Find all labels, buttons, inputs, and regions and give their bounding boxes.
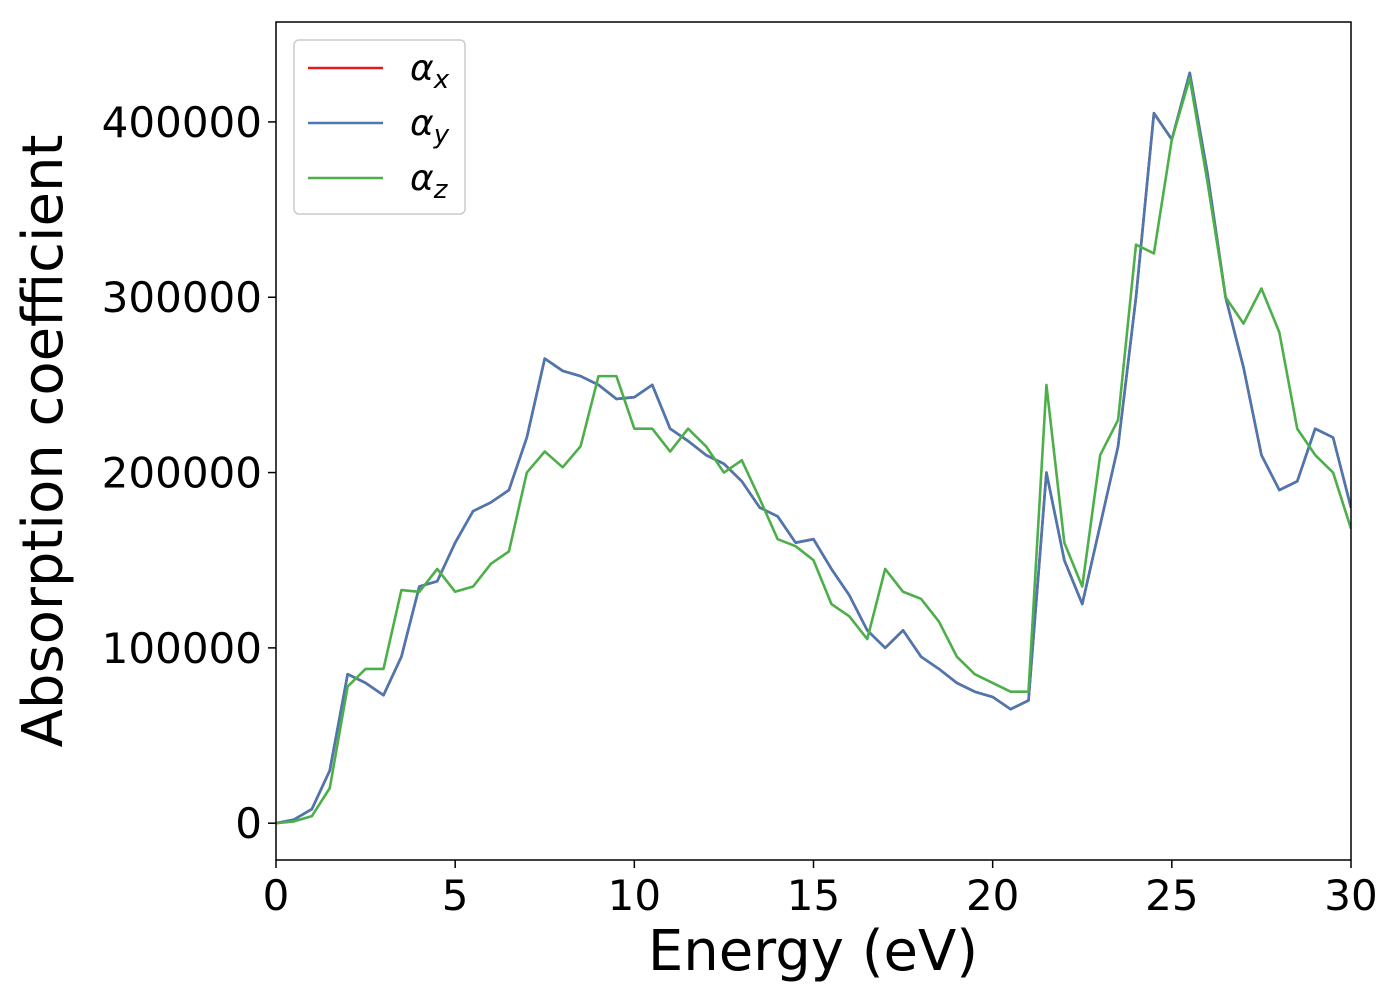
plot-frame [275,21,1352,861]
legend-frame [293,39,466,215]
legend-label: αy [410,103,450,150]
x-tick-label: 25 [1145,871,1198,920]
x-tick-label: 10 [608,871,661,920]
x-axis-label: Energy (eV) [648,919,978,984]
legend-label: αx [410,48,450,95]
series-line [276,76,1351,825]
y-tick-label: 300000 [102,273,262,322]
x-tick-label: 0 [263,871,290,920]
y-tick-label: 0 [235,799,262,848]
legend: αx αy αz [293,39,466,215]
x-tick-label: 20 [966,871,1019,920]
x-tick-label: 5 [442,871,469,920]
plot [276,71,1351,825]
x-tick-label: 15 [787,871,840,920]
x-tick-label: 30 [1324,871,1377,920]
y-axis-label: Absorption coefficient [11,135,76,748]
y-tick-label: 200000 [102,449,262,498]
legend-label: αz [410,158,449,205]
y-tick-label: 100000 [102,624,262,673]
y-tick-label: 400000 [102,98,262,147]
